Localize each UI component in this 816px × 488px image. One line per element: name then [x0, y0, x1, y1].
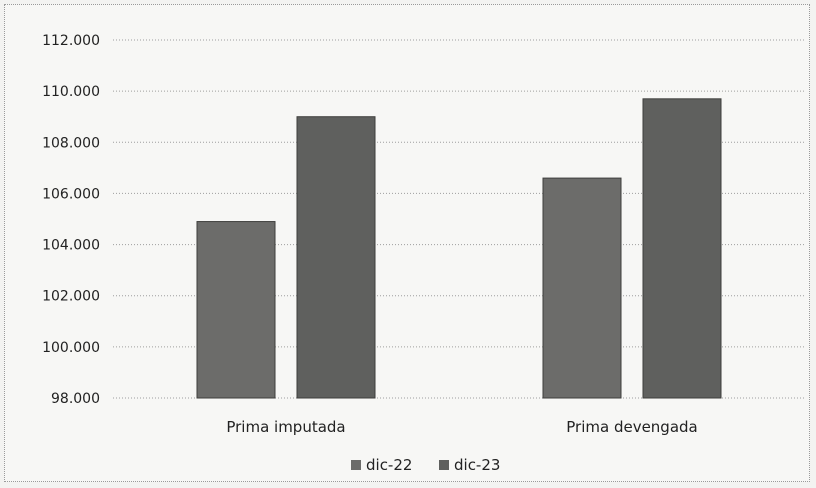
bar-dic-22-prima-imputada	[196, 221, 276, 399]
y-tick-label: 108.000	[42, 135, 100, 151]
legend: dic-22 dic-23	[351, 456, 500, 474]
y-tick-label: 98.000	[51, 391, 100, 407]
bar-chart: 98.000 100.000 102.000 104.000 106.000 108.00…	[42, 33, 805, 474]
x-category-label: Prima imputada	[226, 418, 345, 436]
y-tick-label: 106.000	[42, 186, 100, 202]
x-category-label: Prima devengada	[566, 418, 697, 436]
legend-label: dic-23	[454, 456, 500, 474]
y-tick-label: 100.000	[42, 340, 100, 356]
y-tick-label: 112.000	[42, 33, 100, 49]
bar-dic-23-prima-imputada	[296, 116, 376, 399]
y-tick-label: 104.000	[42, 238, 100, 254]
chart-frame: 98.000 100.000 102.000 104.000 106.000 108.00…	[4, 4, 810, 482]
x-axis-category-labels: Prima imputada Prima devengada	[226, 418, 697, 436]
bar-dic-22-prima-devengada	[542, 177, 622, 399]
y-tick-label: 110.000	[42, 84, 100, 100]
bars	[196, 98, 722, 399]
y-axis-tick-labels: 98.000 100.000 102.000 104.000 106.000 108.00…	[42, 33, 100, 407]
legend-swatch	[351, 460, 361, 470]
y-tick-label: 102.000	[42, 289, 100, 305]
legend-swatch	[439, 460, 449, 470]
bar-dic-23-prima-devengada	[642, 98, 722, 399]
legend-label: dic-22	[366, 456, 412, 474]
